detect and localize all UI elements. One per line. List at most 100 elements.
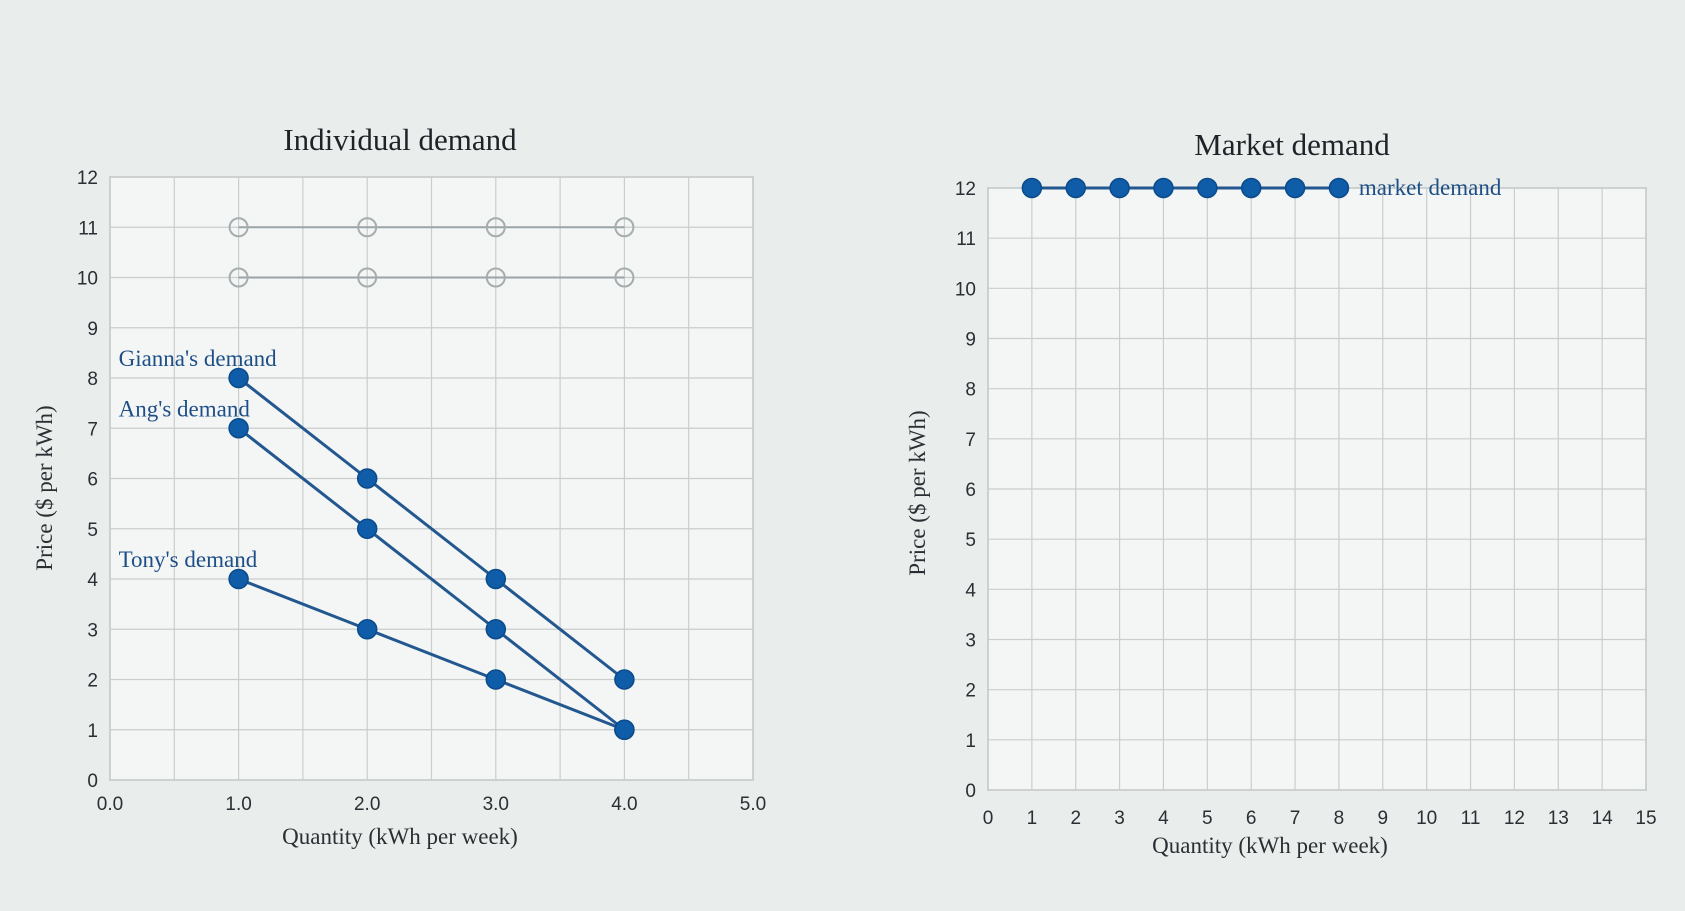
individual-demand-y-tick-label: 5	[87, 520, 98, 541]
individual-demand-data-point	[356, 468, 378, 489]
individual-demand-x-tick-label: 4.0	[611, 794, 637, 815]
individual-demand-y-tick-label: 11	[78, 218, 98, 239]
market-demand-y-tick-label: 10	[955, 279, 976, 300]
individual-demand-data-point	[228, 418, 249, 439]
individual-demand-ylabel: Price ($ per kWh)	[32, 405, 57, 570]
individual-demand-data-point	[614, 719, 635, 740]
individual-demand-y-tick-label: 6	[87, 470, 98, 491]
market-demand-x-tick-label: 0	[983, 808, 994, 829]
market-demand-title: Market demand	[1194, 127, 1390, 162]
individual-demand-data-point	[356, 518, 378, 539]
market-demand-x-tick-label: 10	[1416, 808, 1437, 829]
market-demand-x-tick-label: 7	[1290, 808, 1301, 829]
market-demand-x-tick-label: 5	[1202, 808, 1213, 829]
individual-demand-series-line	[237, 427, 626, 731]
individual-demand-placeholder-point	[485, 267, 506, 288]
market-demand-data-point	[1065, 177, 1086, 199]
individual-demand-data-point	[485, 619, 507, 640]
individual-demand-placeholder-point	[485, 217, 506, 238]
market-demand-y-tick-label: 12	[955, 179, 976, 200]
market-demand-x-tick-label: 4	[1158, 808, 1169, 829]
individual-demand-y-tick-label: 4	[87, 570, 98, 591]
individual-demand-data-point	[614, 669, 635, 690]
market-demand-data-point	[1328, 177, 1350, 199]
individual-demand-chart: Individual demand Quantity (kWh per week…	[32, 122, 766, 849]
individual-demand-y-tick-label: 8	[87, 369, 98, 390]
individual-demand-y-tick-label: 0	[87, 771, 98, 792]
market-demand-y-tick-label: 8	[965, 380, 976, 401]
market-demand-grid	[987, 187, 1647, 791]
individual-demand-y-tick-label: 3	[87, 620, 98, 641]
individual-demand-x-tick-label: 2.0	[354, 794, 380, 815]
market-demand-x-tick-label: 15	[1635, 808, 1656, 829]
individual-demand-series-label: Ang's demand	[119, 396, 251, 421]
market-demand-data-point	[1153, 177, 1174, 199]
individual-demand-series-label: Gianna's demand	[119, 346, 278, 371]
market-demand-data-point	[1109, 177, 1130, 199]
individual-demand-placeholder-point	[228, 267, 249, 288]
individual-demand-y-tick-label: 7	[87, 419, 98, 440]
individual-demand-data-point	[228, 568, 249, 590]
individual-demand-placeholder-point	[228, 217, 249, 238]
market-demand-y-tick-label: 0	[965, 781, 976, 802]
individual-demand-y-tick-label: 12	[77, 168, 98, 189]
individual-demand-placeholder-point	[357, 267, 378, 288]
market-demand-x-tick-label: 2	[1070, 808, 1081, 829]
market-demand-x-tick-label: 1	[1027, 808, 1038, 829]
individual-demand-data-point	[228, 367, 249, 389]
individual-demand-data-point	[356, 619, 378, 640]
market-demand-x-tick-label: 8	[1334, 808, 1345, 829]
market-demand-ylabel: Price ($ per kWh)	[905, 410, 930, 575]
individual-demand-series-0: Gianna's demand	[119, 346, 635, 690]
market-demand-x-tick-label: 11	[1461, 808, 1481, 829]
market-demand-x-tick-label: 13	[1548, 808, 1569, 829]
individual-demand-x-tick-label: 3.0	[483, 794, 509, 815]
individual-demand-x-tick-label: 1.0	[225, 794, 251, 815]
market-demand-y-tick-label: 6	[965, 480, 976, 501]
market-demand-data-point	[1197, 177, 1218, 199]
market-demand-y-tick-label: 2	[965, 681, 976, 702]
individual-demand-data-point	[485, 568, 507, 590]
market-demand-series-0: market demand	[1021, 175, 1502, 200]
individual-demand-grid	[109, 176, 754, 781]
market-demand-chart: Market demand Quantity (kWh per week) Pr…	[905, 127, 1657, 858]
market-demand-data-point	[1021, 177, 1043, 199]
market-demand-x-tick-label: 12	[1504, 808, 1525, 829]
individual-demand-xlabel: Quantity (kWh per week)	[282, 824, 518, 849]
individual-demand-title: Individual demand	[283, 122, 517, 157]
individual-demand-y-tick-label: 10	[77, 269, 98, 290]
individual-demand-series-label: Tony's demand	[119, 547, 258, 572]
market-demand-y-tick-label: 7	[965, 430, 976, 451]
market-demand-series-label: market demand	[1359, 175, 1502, 200]
market-demand-y-tick-label: 9	[965, 330, 976, 351]
individual-demand-y-tick-label: 1	[87, 721, 98, 742]
market-demand-x-tick-label: 9	[1378, 808, 1389, 829]
individual-demand-y-tick-label: 9	[87, 319, 98, 340]
individual-demand-x-tick-label: 5.0	[740, 794, 766, 815]
individual-demand-series-2: Tony's demand	[119, 547, 635, 740]
individual-demand-x-tick-label: 0.0	[97, 794, 123, 815]
individual-demand-data-point	[485, 669, 507, 690]
market-demand-y-tick-label: 11	[956, 229, 976, 250]
market-demand-y-tick-label: 5	[965, 530, 976, 551]
market-demand-xlabel: Quantity (kWh per week)	[1152, 833, 1388, 858]
individual-demand-y-tick-label: 2	[87, 671, 98, 692]
individual-demand-series-1: Ang's demand	[119, 396, 635, 740]
individual-demand-placeholder-point	[357, 217, 378, 238]
market-demand-y-tick-label: 1	[965, 731, 976, 752]
market-demand-data-point	[1284, 177, 1306, 199]
market-demand-data-point	[1240, 177, 1262, 199]
individual-demand-series-line	[237, 376, 626, 681]
market-demand-x-tick-label: 3	[1114, 808, 1125, 829]
individual-demand-placeholder-point	[614, 217, 635, 238]
market-demand-x-tick-label: 6	[1246, 808, 1257, 829]
individual-demand-series-line	[238, 577, 625, 732]
market-demand-x-tick-label: 14	[1592, 808, 1614, 829]
individual-demand-placeholder-point	[614, 267, 635, 288]
market-demand-y-tick-label: 4	[965, 580, 976, 601]
market-demand-y-tick-label: 3	[965, 631, 976, 652]
